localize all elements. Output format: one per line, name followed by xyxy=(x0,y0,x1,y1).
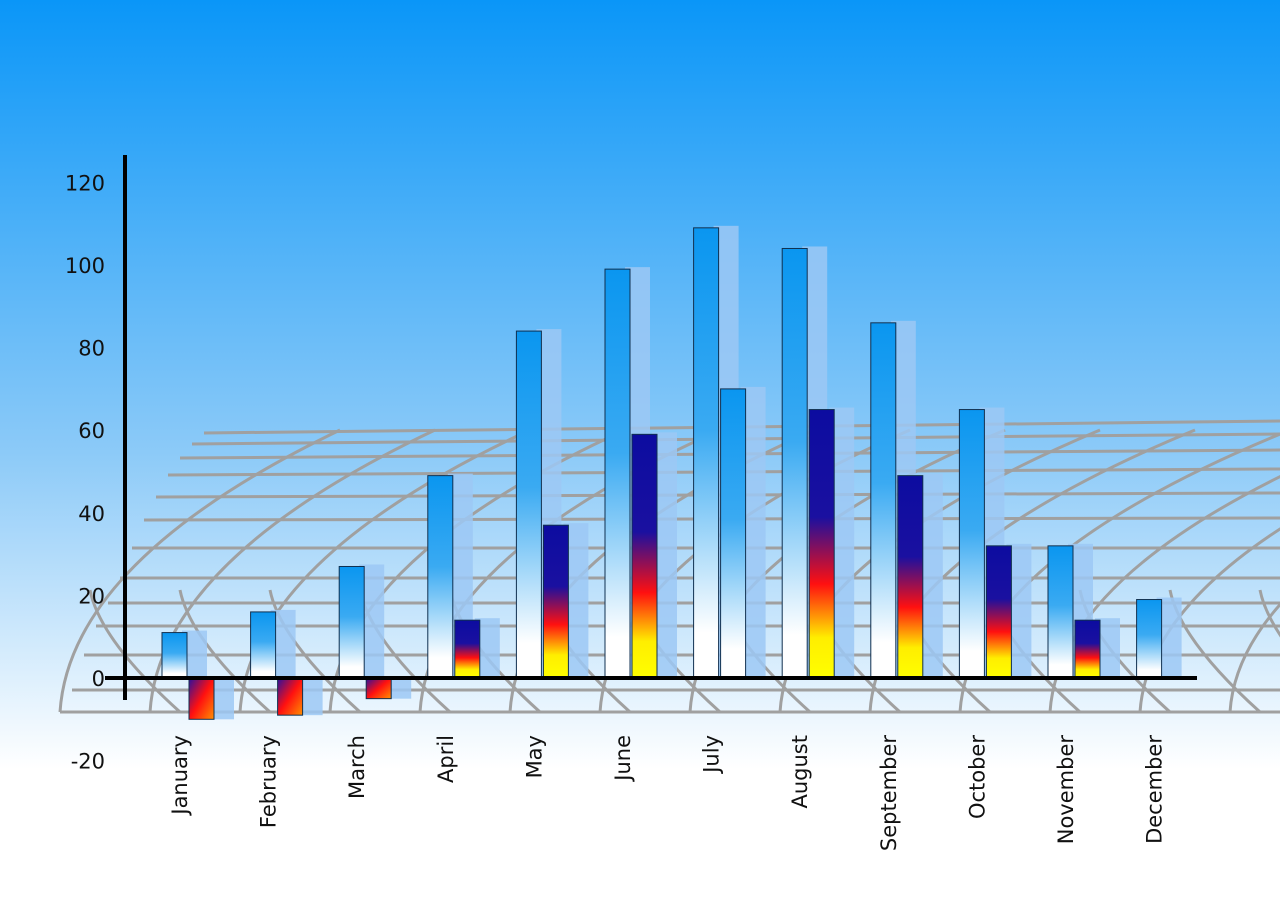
x-category-label: September xyxy=(877,735,901,851)
x-category-label: October xyxy=(965,735,989,819)
bar-2-april xyxy=(454,619,481,679)
y-tick-label: 60 xyxy=(78,419,105,443)
x-category-label: August xyxy=(788,735,812,809)
grid-curve xyxy=(58,428,341,713)
x-category-label: February xyxy=(257,735,281,828)
bar-2-march xyxy=(365,677,392,700)
grid-curve xyxy=(268,589,362,714)
x-category-label: November xyxy=(1054,735,1078,845)
grid-curve xyxy=(148,428,436,713)
bar-1-december xyxy=(1136,599,1163,679)
grid-curve xyxy=(238,428,531,713)
grid-curve xyxy=(88,589,182,714)
bar-2-august xyxy=(808,409,835,679)
bar-1-june xyxy=(604,268,631,679)
y-tick-label: 0 xyxy=(92,667,105,691)
bar-1-november xyxy=(1047,545,1074,679)
bar-shadow xyxy=(386,676,412,699)
bar-2-september xyxy=(897,475,924,679)
y-tick-label: 120 xyxy=(65,171,105,195)
bar-2-may xyxy=(542,524,569,679)
y-tick-label: -20 xyxy=(71,750,105,774)
x-category-label: June xyxy=(611,735,635,783)
bar-1-january xyxy=(161,632,188,679)
grid-curve xyxy=(1228,602,1280,713)
x-category-label: January xyxy=(168,735,192,817)
x-category-label: March xyxy=(345,735,369,799)
bar-1-october xyxy=(958,409,985,679)
bar-1-august xyxy=(781,247,808,679)
x-category-label: December xyxy=(1143,735,1167,844)
bar-1-april xyxy=(427,475,454,679)
y-tick-label: 40 xyxy=(78,502,105,526)
y-tick-label: 100 xyxy=(65,254,105,278)
grid-curve xyxy=(1258,589,1280,638)
bar-2-february xyxy=(277,677,304,716)
bar-2-november xyxy=(1074,619,1101,679)
bar-1-march xyxy=(338,565,365,679)
bar-2-october xyxy=(985,545,1012,679)
bar-2-june xyxy=(631,433,658,679)
y-tick-label: 80 xyxy=(78,337,105,361)
x-category-label: April xyxy=(434,735,458,783)
bar-1-september xyxy=(870,322,897,679)
y-tick-label: 20 xyxy=(78,584,105,608)
grid-curve xyxy=(178,589,272,714)
x-category-label: July xyxy=(700,735,724,775)
bar-2-july xyxy=(720,388,747,679)
bar-2-january xyxy=(188,677,215,720)
bar-1-july xyxy=(693,227,720,679)
bar-1-may xyxy=(515,330,542,679)
bar-1-february xyxy=(250,611,277,679)
x-category-label: May xyxy=(522,735,546,778)
